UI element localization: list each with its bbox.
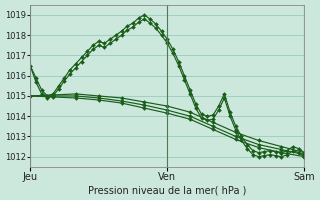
X-axis label: Pression niveau de la mer( hPa ): Pression niveau de la mer( hPa ) bbox=[88, 185, 246, 195]
